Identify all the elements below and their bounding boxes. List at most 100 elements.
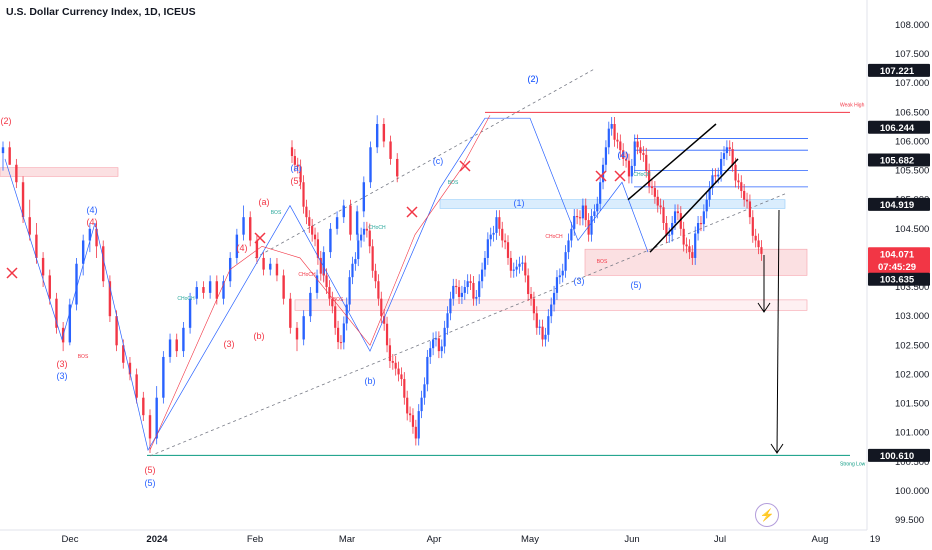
price-tick-label: 108.000 bbox=[895, 20, 929, 31]
candle-body bbox=[573, 216, 576, 229]
candle-body bbox=[122, 345, 125, 363]
candle-body bbox=[754, 235, 757, 241]
candle-body bbox=[334, 306, 337, 328]
wave-label: (4) bbox=[618, 150, 629, 160]
candle-body bbox=[322, 273, 325, 276]
candle-body bbox=[630, 165, 633, 177]
wave-label: (2) bbox=[528, 74, 539, 84]
candle-body bbox=[501, 228, 504, 241]
price-tick-label: 105.500 bbox=[895, 166, 929, 177]
candle-body bbox=[322, 252, 325, 276]
wave-label: (3) bbox=[224, 339, 235, 349]
candle-body bbox=[21, 182, 25, 218]
candle-body bbox=[128, 362, 132, 375]
price-tick-label: 101.000 bbox=[895, 428, 929, 439]
price-tick-label: 104.500 bbox=[895, 224, 929, 235]
price-tick-label: 107.000 bbox=[895, 78, 929, 89]
elliott-wave-red bbox=[149, 115, 491, 451]
candle-body bbox=[682, 228, 685, 245]
price-tick-label: 99.500 bbox=[895, 515, 924, 526]
candle-body bbox=[155, 397, 158, 439]
candle-body bbox=[305, 206, 308, 218]
candle-body bbox=[596, 203, 599, 212]
candle-body bbox=[365, 228, 368, 231]
candle-body bbox=[587, 220, 590, 235]
structure-label: BOS bbox=[448, 180, 459, 186]
wave-label: (1) bbox=[514, 198, 525, 208]
candle-body bbox=[296, 164, 299, 167]
candle-body bbox=[610, 124, 613, 129]
lightning-icon[interactable]: ⚡ bbox=[755, 503, 779, 527]
candle-body bbox=[656, 196, 659, 206]
candle-body bbox=[570, 228, 573, 241]
price-badge bbox=[868, 63, 930, 77]
structure-label: BOS bbox=[271, 210, 282, 216]
candle-body bbox=[492, 232, 495, 235]
candle-body bbox=[472, 282, 475, 299]
candle-body bbox=[567, 240, 570, 253]
structure-label: BOS bbox=[78, 354, 89, 360]
candle-body bbox=[584, 205, 587, 221]
candle-body bbox=[420, 397, 423, 412]
candle-body bbox=[506, 242, 510, 258]
time-tick-label: 2024 bbox=[146, 534, 168, 545]
candle-body bbox=[235, 234, 239, 258]
structure-label: CHoCH bbox=[633, 172, 651, 178]
candle-body bbox=[748, 201, 752, 218]
candle-body bbox=[466, 281, 469, 288]
invalidation-x-mark bbox=[614, 170, 626, 182]
candle-body bbox=[699, 223, 703, 225]
structure-label: CHoCH bbox=[545, 234, 563, 240]
candle-body bbox=[564, 252, 567, 271]
price-badge bbox=[868, 272, 930, 286]
candle-body bbox=[255, 240, 259, 258]
candle-body bbox=[688, 246, 691, 253]
candle-body bbox=[319, 257, 322, 274]
candle-body bbox=[411, 415, 415, 427]
candle-body bbox=[328, 287, 331, 299]
candle-body bbox=[382, 124, 386, 142]
candle-body bbox=[162, 356, 165, 398]
time-tick-label: Jul bbox=[714, 534, 726, 545]
candle-body bbox=[348, 277, 351, 305]
candle-body bbox=[342, 323, 345, 343]
candle-body bbox=[521, 262, 524, 264]
channel-upper-line bbox=[254, 68, 596, 259]
structure-label: BOS bbox=[597, 259, 608, 265]
price-badge bbox=[868, 197, 930, 211]
elliott-wave-blue bbox=[4, 117, 649, 452]
candle-body bbox=[740, 182, 743, 191]
candle-body bbox=[380, 298, 383, 317]
price-tick-label: 106.500 bbox=[895, 107, 929, 118]
structure-label: CHoCH bbox=[368, 225, 386, 231]
candle-body bbox=[342, 205, 345, 218]
invalidation-x-mark bbox=[459, 160, 471, 172]
wave-label: (c) bbox=[433, 156, 444, 166]
candle-body bbox=[429, 348, 432, 357]
candle-body bbox=[349, 205, 352, 235]
candle-body bbox=[642, 153, 645, 155]
candle-body bbox=[702, 211, 705, 225]
time-tick-label: Mar bbox=[339, 534, 355, 545]
candle-body bbox=[293, 156, 296, 165]
candle-body bbox=[95, 228, 98, 247]
candle-body bbox=[374, 270, 377, 282]
candle-body bbox=[389, 141, 392, 159]
candle-body bbox=[403, 379, 406, 398]
wave-label: (4) bbox=[237, 243, 248, 253]
candle-body bbox=[731, 149, 734, 165]
price-badge-label: 104.919 bbox=[880, 200, 914, 211]
wave-label: (4) bbox=[618, 150, 629, 160]
candle-body bbox=[495, 217, 498, 233]
candle-body bbox=[685, 244, 688, 247]
price-badge-label: 103.635 bbox=[880, 275, 915, 286]
candle-body bbox=[455, 285, 458, 288]
candle-body bbox=[576, 216, 579, 218]
candle-body bbox=[616, 139, 619, 142]
candle-body bbox=[295, 327, 299, 340]
candle-body bbox=[722, 153, 726, 159]
candle-body bbox=[188, 298, 192, 328]
price-badge bbox=[868, 120, 930, 134]
candle-body bbox=[391, 361, 394, 363]
